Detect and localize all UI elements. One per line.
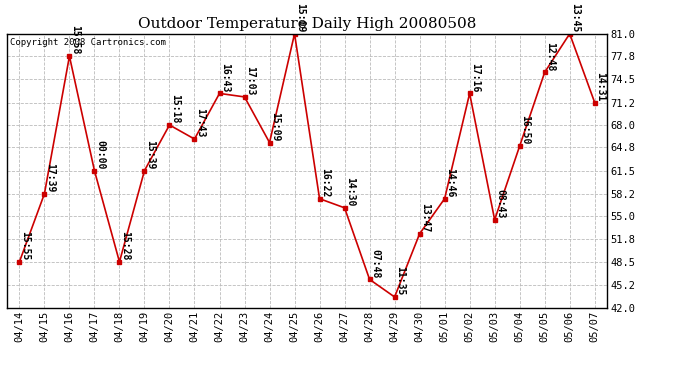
Text: 15:09: 15:09: [270, 112, 280, 141]
Text: 11:35: 11:35: [395, 266, 405, 296]
Text: 15:18: 15:18: [170, 94, 180, 124]
Text: 15:39: 15:39: [145, 140, 155, 169]
Text: 15:09: 15:09: [295, 3, 305, 32]
Text: 16:50: 16:50: [520, 115, 530, 145]
Text: 00:00: 00:00: [95, 140, 105, 169]
Text: 17:16: 17:16: [470, 63, 480, 92]
Text: 15:55: 15:55: [20, 231, 30, 261]
Text: 13:47: 13:47: [420, 203, 430, 232]
Text: 12:48: 12:48: [545, 42, 555, 71]
Text: 14:30: 14:30: [345, 177, 355, 207]
Title: Outdoor Temperature Daily High 20080508: Outdoor Temperature Daily High 20080508: [138, 17, 476, 31]
Text: 15:28: 15:28: [120, 231, 130, 261]
Text: 14:46: 14:46: [445, 168, 455, 197]
Text: 13:45: 13:45: [570, 3, 580, 32]
Text: 17:03: 17:03: [245, 66, 255, 96]
Text: 16:22: 16:22: [320, 168, 330, 197]
Text: 17:39: 17:39: [45, 163, 55, 192]
Text: 17:43: 17:43: [195, 108, 205, 138]
Text: 15:58: 15:58: [70, 26, 80, 55]
Text: Copyright 2008 Cartronics.com: Copyright 2008 Cartronics.com: [10, 38, 166, 47]
Text: 14:31: 14:31: [595, 72, 605, 101]
Text: 07:48: 07:48: [370, 249, 380, 278]
Text: 08:43: 08:43: [495, 189, 505, 218]
Text: 16:43: 16:43: [220, 63, 230, 92]
